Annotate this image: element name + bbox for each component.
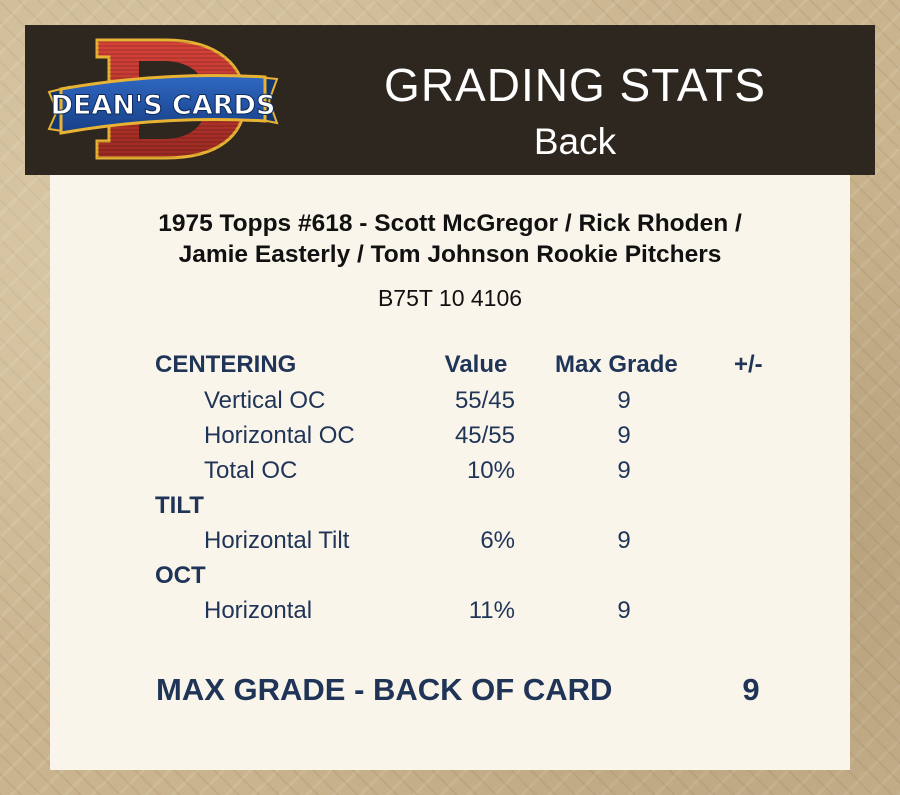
row-max-grade-horizontal-oc: 9 <box>617 422 631 449</box>
row-value-oct-horizontal: 11% <box>468 597 515 624</box>
section-tilt: TILT <box>155 492 204 519</box>
column-header-max-grade: Max Grade <box>555 351 678 378</box>
stats-panel: 1975 Topps #618 - Scott McGregor / Rick … <box>50 175 850 770</box>
section-oct: OCT <box>155 562 206 589</box>
row-max-grade-vertical-oc: 9 <box>617 387 631 414</box>
max-grade-summary-value: 9 <box>742 672 760 707</box>
column-header-value: Value <box>444 351 508 378</box>
row-value-total-oc: 10% <box>466 457 515 484</box>
section-centering: CENTERING <box>155 351 297 378</box>
page-title: GRADING STATS <box>384 59 766 111</box>
row-label-oct-horizontal: Horizontal <box>204 597 313 624</box>
row-label-horizontal-tilt: Horizontal Tilt <box>204 527 350 554</box>
card-title-line-1: 1975 Topps #618 - Scott McGregor / Rick … <box>158 210 742 237</box>
row-max-grade-total-oc: 9 <box>617 457 631 484</box>
max-grade-summary-label: MAX GRADE - BACK OF CARD <box>156 672 613 707</box>
row-max-grade-oct-horizontal: 9 <box>617 597 631 624</box>
page-subtitle: Back <box>533 121 617 162</box>
row-label-vertical-oc: Vertical OC <box>204 387 326 414</box>
header-bar: DEAN'S CARDS GRADING STATS Back <box>25 25 875 175</box>
card-title-line-2: Jamie Easterly / Tom Johnson Rookie Pitc… <box>178 241 722 268</box>
row-label-total-oc: Total OC <box>204 457 298 484</box>
deans-cards-logo: DEAN'S CARDS <box>47 38 279 160</box>
column-header-plus-minus: +/- <box>734 351 763 378</box>
svg-text:DEAN'S CARDS: DEAN'S CARDS <box>51 90 276 121</box>
row-label-horizontal-oc: Horizontal OC <box>204 422 355 449</box>
row-value-horizontal-tilt: 6% <box>480 527 515 554</box>
card-id: B75T 10 4106 <box>377 285 523 311</box>
row-value-vertical-oc: 55/45 <box>454 387 515 414</box>
row-value-horizontal-oc: 45/55 <box>454 422 515 449</box>
row-max-grade-horizontal-tilt: 9 <box>617 527 631 554</box>
